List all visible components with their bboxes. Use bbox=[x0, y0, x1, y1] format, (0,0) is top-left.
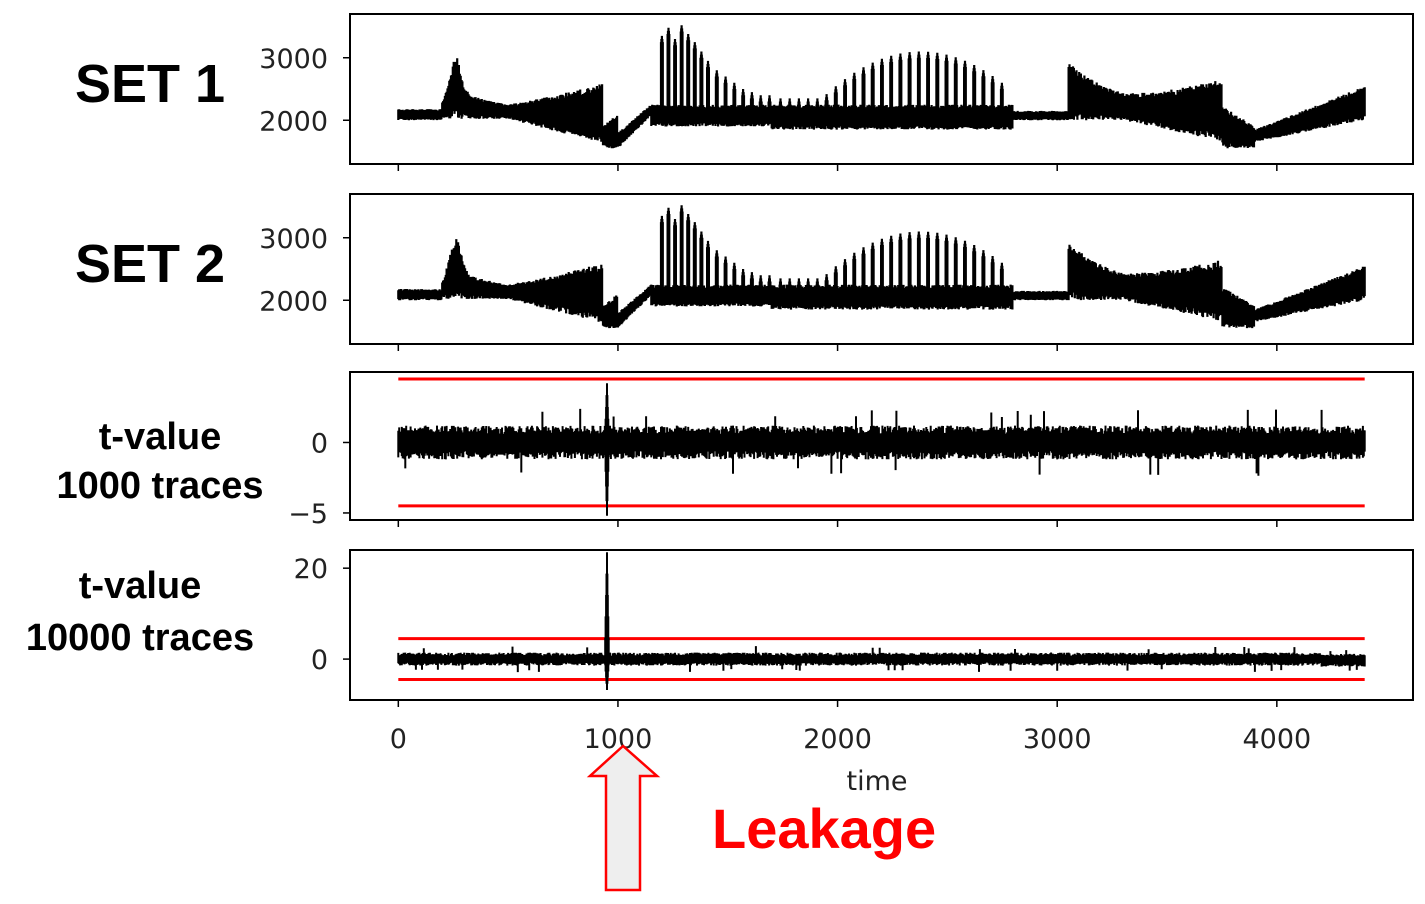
plot-frame bbox=[349, 193, 1414, 345]
plot-tvalue-1000-traces: 0 −5 bbox=[288, 371, 1414, 530]
plot-set2: 2000 3000 bbox=[259, 193, 1414, 351]
y-tick-label: 3000 bbox=[259, 44, 328, 75]
x-axis-tick-labels: 0 1000 2000 3000 4000 bbox=[390, 724, 1311, 755]
data-trace bbox=[397, 383, 1366, 516]
y-tick-label: −5 bbox=[288, 499, 328, 530]
leakage-annotation: Leakage bbox=[712, 797, 936, 860]
plot-tvalue-10000-traces: 20 0 bbox=[294, 549, 1414, 707]
plot-frame bbox=[349, 371, 1414, 521]
row-label-tvalue-10000-line2: 10000 traces bbox=[26, 617, 254, 659]
row-label-tvalue-10000-line1: t-value bbox=[79, 565, 201, 607]
x-tick-label: 2000 bbox=[803, 724, 872, 755]
row-label-tvalue-1000-line2: 1000 traces bbox=[56, 465, 263, 507]
x-axis-label: time bbox=[846, 766, 907, 797]
y-tick-label: 20 bbox=[294, 554, 328, 585]
row-label-tvalue-1000-line1: t-value bbox=[99, 416, 221, 458]
y-tick-label: 0 bbox=[311, 428, 328, 459]
row-label-set2: SET 2 bbox=[75, 234, 225, 294]
plot-frame bbox=[349, 549, 1414, 701]
up-arrow-icon bbox=[586, 744, 661, 892]
x-tick-label: 4000 bbox=[1242, 724, 1311, 755]
y-tick-label: 3000 bbox=[259, 224, 328, 255]
y-tick-label: 2000 bbox=[259, 286, 328, 317]
data-trace bbox=[397, 205, 1366, 329]
data-trace bbox=[397, 552, 1366, 690]
plot-frame bbox=[349, 13, 1414, 165]
plot-set1: 2000 3000 bbox=[259, 13, 1414, 171]
x-tick-label: 0 bbox=[390, 724, 407, 755]
x-tick-label: 3000 bbox=[1023, 724, 1092, 755]
y-tick-label: 2000 bbox=[259, 106, 328, 137]
data-trace bbox=[397, 25, 1366, 149]
row-label-set1: SET 1 bbox=[75, 54, 225, 114]
y-tick-label: 0 bbox=[311, 645, 328, 676]
